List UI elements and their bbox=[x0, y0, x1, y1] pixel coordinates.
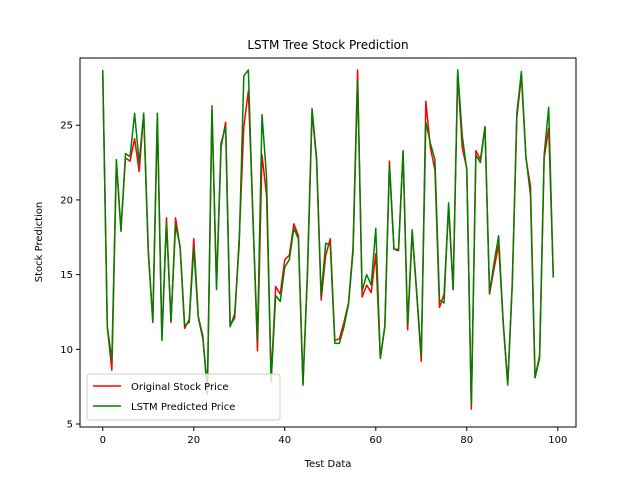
legend: Original Stock Price LSTM Predicted Price bbox=[86, 373, 281, 421]
x-tick-label: 60 bbox=[369, 435, 382, 446]
legend-label: LSTM Predicted Price bbox=[131, 402, 235, 413]
x-tick-label: 80 bbox=[460, 435, 473, 446]
y-axis-label: Stock Prediction bbox=[34, 202, 45, 283]
x-tick-label: 0 bbox=[100, 435, 106, 446]
legend-box bbox=[86, 373, 281, 421]
x-tick-label: 20 bbox=[187, 435, 200, 446]
y-tick-label: 5 bbox=[67, 420, 73, 431]
x-axis-label: Test Data bbox=[304, 459, 352, 470]
x-tick-label: 40 bbox=[278, 435, 291, 446]
series-line-predicted bbox=[102, 69, 554, 406]
x-tick-label: 100 bbox=[548, 435, 567, 446]
y-tick-label: 25 bbox=[60, 121, 73, 132]
y-tick-label: 20 bbox=[60, 195, 73, 206]
x-axis: 0 20 40 60 80 100 bbox=[100, 427, 567, 446]
y-axis: 5 10 15 20 25 bbox=[60, 121, 80, 431]
chart-title: LSTM Tree Stock Prediction bbox=[247, 38, 408, 52]
series-layer bbox=[102, 69, 554, 410]
y-tick-label: 10 bbox=[60, 345, 73, 356]
y-tick-label: 15 bbox=[60, 270, 73, 281]
axes-frame bbox=[79, 57, 577, 428]
legend-label: Original Stock Price bbox=[131, 382, 229, 393]
